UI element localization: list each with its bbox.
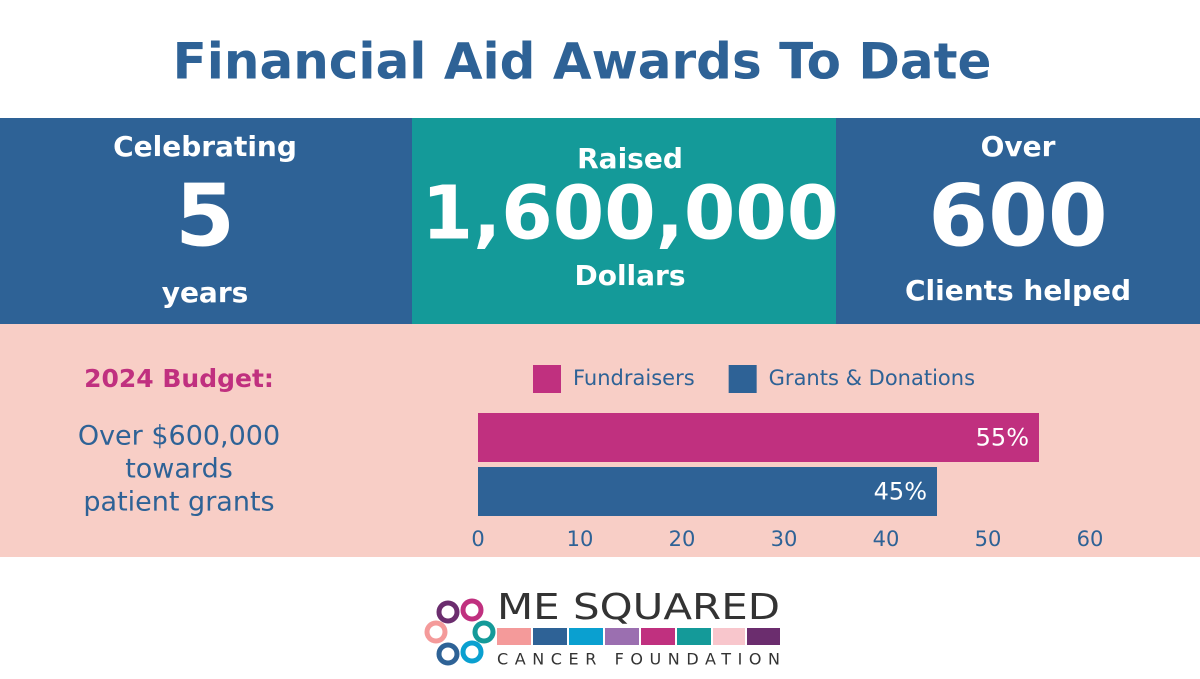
bar (478, 467, 937, 516)
logo-name: ME SQUARED (497, 587, 780, 628)
x-tick-label: 60 (1077, 527, 1104, 551)
stat-top: Celebrating (113, 130, 297, 163)
stat-value: 5 (175, 166, 235, 266)
budget-line: towards (125, 454, 233, 485)
x-tick-label: 30 (771, 527, 798, 551)
logo-subtitle: CANCER FOUNDATION (497, 650, 780, 669)
budget-heading: 2024 Budget: (84, 364, 274, 393)
stat-bottom: years (162, 276, 249, 309)
stat-box (0, 118, 412, 324)
swatch (677, 628, 711, 645)
x-tick-label: 20 (669, 527, 696, 551)
x-tick-label: 10 (567, 527, 594, 551)
legend-label: Fundraisers (573, 366, 695, 390)
swatch (605, 628, 639, 645)
stat-bottom: Dollars (574, 259, 685, 292)
x-tick-label: 40 (873, 527, 900, 551)
value-label: 45% (874, 478, 927, 506)
x-tick-label: 0 (471, 527, 484, 551)
stat-top: Raised (577, 142, 683, 175)
budget-line: Over $600,000 (78, 421, 280, 452)
bar (478, 413, 1039, 462)
swatch (569, 628, 603, 645)
swatch (747, 628, 780, 645)
stat-box (836, 118, 1200, 324)
legend-swatch (728, 365, 757, 393)
budget-line: patient grants (83, 487, 274, 518)
x-tick-label: 50 (975, 527, 1002, 551)
swatch (497, 628, 531, 645)
stat-box (412, 118, 836, 324)
swatch (713, 628, 745, 645)
stat-top: Over (981, 130, 1056, 163)
value-label: 55% (976, 424, 1029, 452)
stat-value: 600 (928, 166, 1108, 266)
legend-label: Grants & Donations (769, 366, 975, 390)
swatch (641, 628, 675, 645)
stat-bottom: Clients helped (905, 274, 1131, 307)
bar-chart: 0 10 20 30 40 50 60 Fundraisers Grants & Donatio… (471, 365, 1103, 551)
logo-icon (424, 598, 496, 666)
stat-value: 1,600,000 (422, 171, 839, 257)
logo: ME SQUARED CANCER FOUNDATION (424, 587, 780, 669)
legend-swatch (533, 365, 561, 393)
title: Financial Aid Awards To Date (173, 33, 992, 91)
swatch (533, 628, 567, 645)
